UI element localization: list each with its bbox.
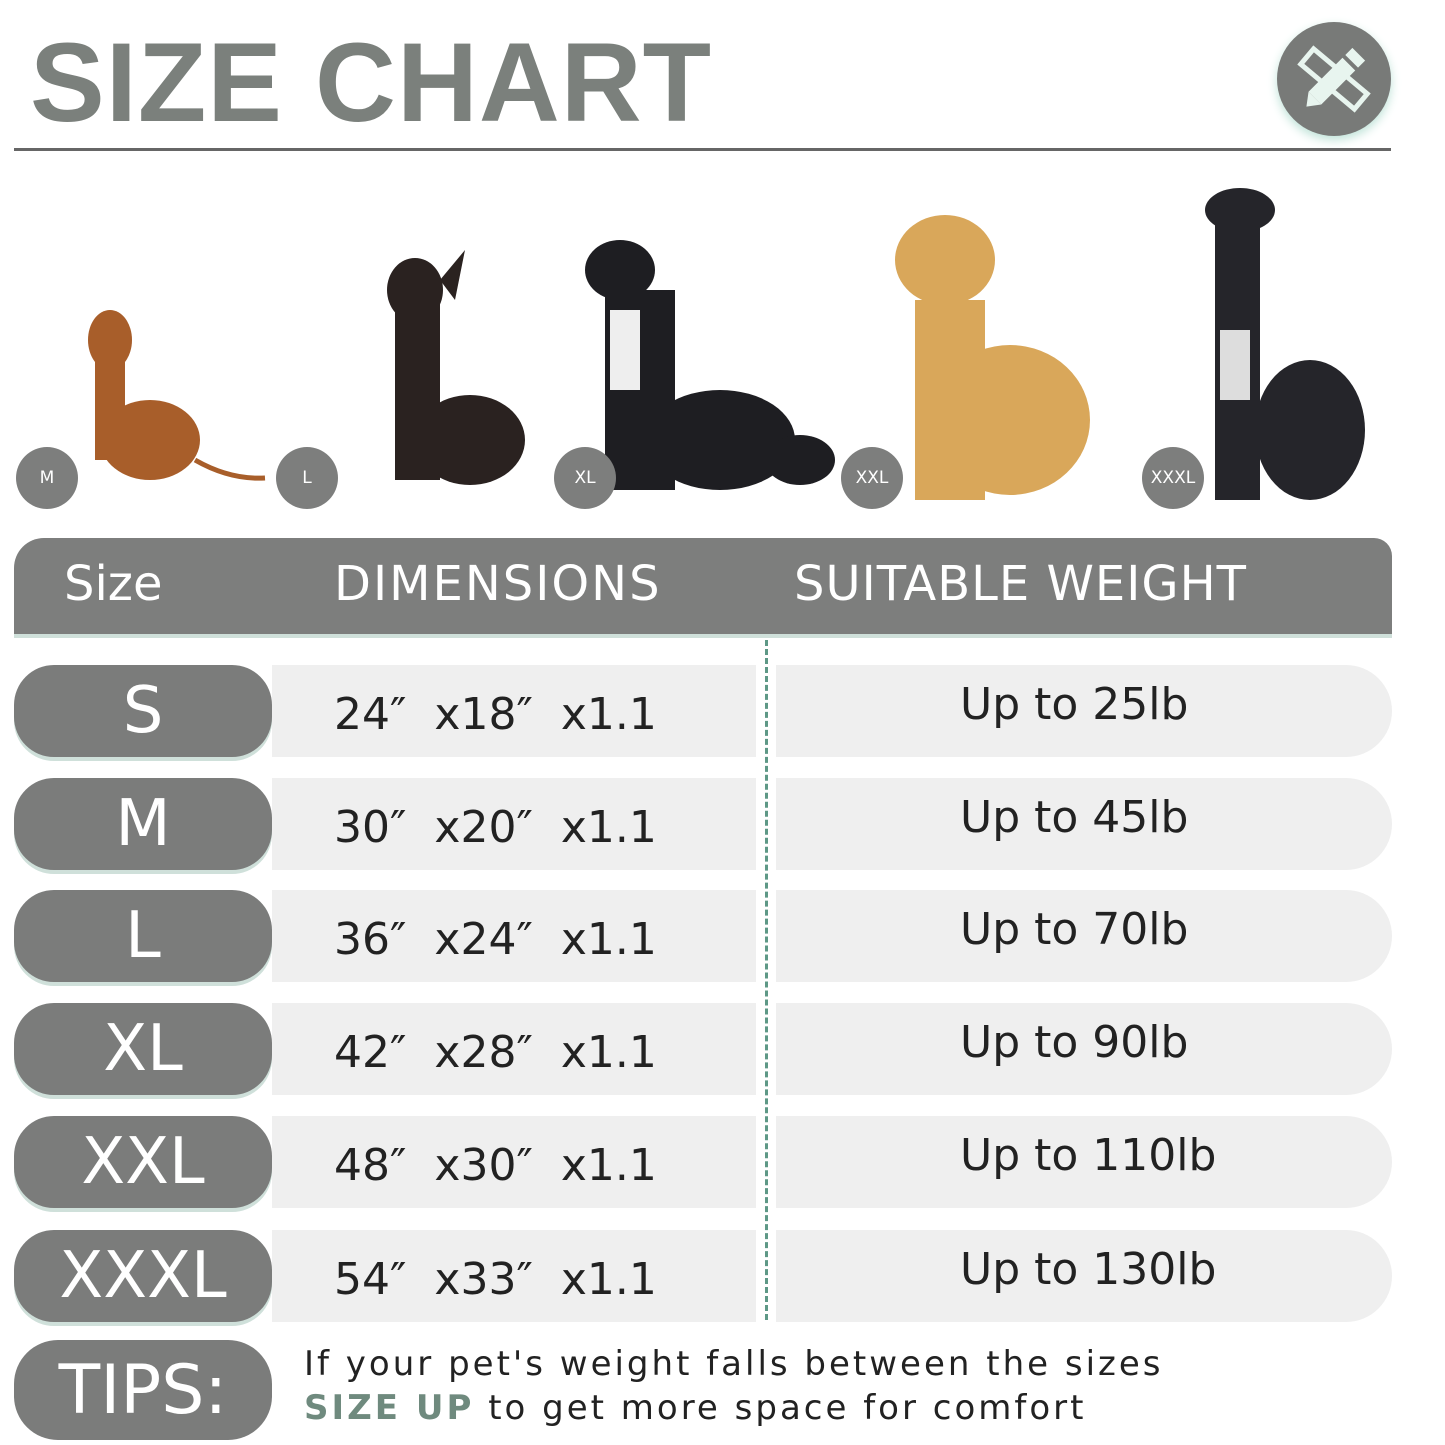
tips-line-1: If your pet's weight falls between the s… bbox=[304, 1344, 1164, 1384]
size-badge-xl: XL bbox=[554, 447, 616, 509]
table-row: S 24″ x18″ x1.1 Up to 25lb bbox=[14, 665, 1392, 757]
header-size: Size bbox=[64, 556, 163, 612]
size-badge-m: M bbox=[16, 447, 78, 509]
dog-xl bbox=[585, 240, 835, 490]
page-title: SIZE CHART bbox=[30, 20, 712, 145]
dimensions-cell: 24″ x18″ x1.1 bbox=[334, 689, 657, 740]
dimensions-cell: 54″ x33″ x1.1 bbox=[334, 1254, 657, 1305]
size-badge-l: L bbox=[276, 447, 338, 509]
size-badge-xxxl: XXXL bbox=[1142, 447, 1204, 509]
ruler-pencil-icon bbox=[1277, 22, 1391, 136]
weight-cell: Up to 130lb bbox=[960, 1244, 1217, 1295]
weight-cell: Up to 25lb bbox=[960, 679, 1189, 730]
tips-line-2: SIZE UP to get more space for comfort bbox=[304, 1388, 1086, 1428]
table-row: L 36″ x24″ x1.1 Up to 70lb bbox=[14, 890, 1392, 982]
size-badge-xxl: XXL bbox=[841, 447, 903, 509]
table-row: M 30″ x20″ x1.1 Up to 45lb bbox=[14, 778, 1392, 870]
table-row: XL 42″ x28″ x1.1 Up to 90lb bbox=[14, 1003, 1392, 1095]
size-label: M bbox=[14, 778, 272, 870]
size-label: S bbox=[14, 665, 272, 757]
title-divider bbox=[14, 148, 1391, 151]
header-weight: SUITABLE WEIGHT bbox=[794, 556, 1247, 612]
size-label: L bbox=[14, 890, 272, 982]
dimensions-cell: 48″ x30″ x1.1 bbox=[334, 1140, 657, 1191]
size-label: XL bbox=[14, 1003, 272, 1095]
dog-l bbox=[387, 250, 525, 485]
tips-highlight: SIZE UP bbox=[304, 1388, 475, 1428]
table-header: Size DIMENSIONS SUITABLE WEIGHT bbox=[14, 538, 1392, 634]
tips-line-2-rest: to get more space for comfort bbox=[474, 1388, 1087, 1428]
tips-label: TIPS: bbox=[14, 1340, 272, 1440]
dimensions-cell: 30″ x20″ x1.1 bbox=[334, 802, 657, 853]
table-row: XXL 48″ x30″ x1.1 Up to 110lb bbox=[14, 1116, 1392, 1208]
dog-m bbox=[88, 310, 266, 481]
weight-cell: Up to 90lb bbox=[960, 1017, 1189, 1068]
weight-cell: Up to 110lb bbox=[960, 1130, 1217, 1181]
table-row: XXXL 54″ x33″ x1.1 Up to 130lb bbox=[14, 1230, 1392, 1322]
weight-cell: Up to 45lb bbox=[960, 792, 1189, 843]
weight-cell: Up to 70lb bbox=[960, 904, 1189, 955]
dog-illustrations bbox=[88, 188, 1365, 500]
column-divider bbox=[765, 640, 768, 1320]
dog-xxxl bbox=[1205, 188, 1365, 500]
dimensions-cell: 36″ x24″ x1.1 bbox=[334, 914, 657, 965]
size-label: XXXL bbox=[14, 1230, 272, 1322]
size-label: XXL bbox=[14, 1116, 272, 1208]
dimensions-cell: 42″ x28″ x1.1 bbox=[334, 1027, 657, 1078]
dog-xxl bbox=[895, 215, 1090, 500]
header-dimensions: DIMENSIONS bbox=[334, 556, 662, 612]
